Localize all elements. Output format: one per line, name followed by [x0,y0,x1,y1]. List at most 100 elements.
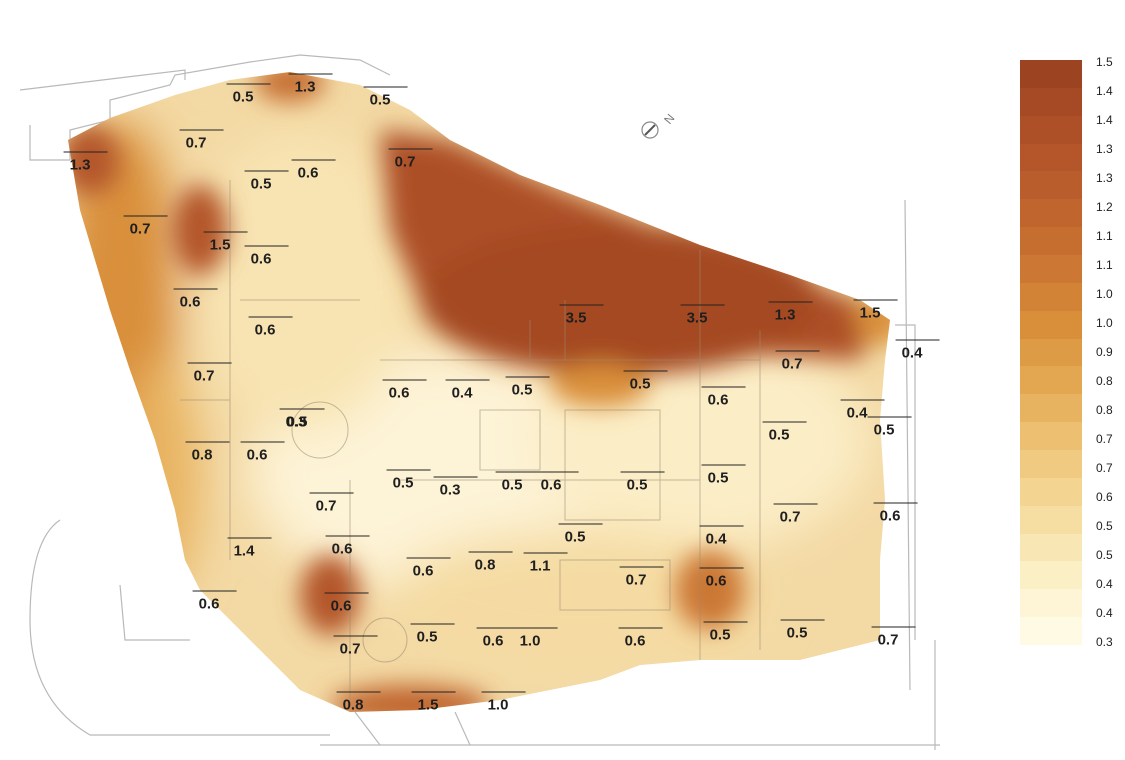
legend-tick-label: 1.1 [1096,229,1113,243]
legend-swatch [1020,171,1082,200]
legend-tick-label: 1.4 [1096,84,1113,98]
measurement-value: 0.6 [873,502,918,525]
measurement-value: 0.6 [240,441,285,464]
measurement-value: 0.5 [558,523,603,546]
legend-swatch [1020,394,1082,423]
measurement-value: 0.8 [336,691,381,714]
measurement-value: 0.6 [534,471,579,494]
measurement-value: 0.3 [279,408,324,431]
legend-tick-label: 1.0 [1096,316,1113,330]
measurement-value: 0.7 [773,503,818,526]
color-legend [1020,60,1082,646]
compass-icon [641,121,659,139]
legend-swatch [1020,422,1082,451]
plan-outline [19,54,940,750]
measurement-value: 1.3 [288,73,333,96]
measurement-value: 0.4 [895,339,940,362]
measurement-value: 0.5 [386,469,431,492]
legend-tick-label: 1.2 [1096,200,1113,214]
legend-tick-label: 1.5 [1096,55,1113,69]
measurement-value: 0.7 [123,215,168,238]
measurement-value: 0.6 [406,557,451,580]
legend-swatch [1020,143,1082,172]
measurement-value: 1.0 [513,627,558,650]
measurement-value: 0.5 [410,623,455,646]
measurement-value: 0.6 [618,627,663,650]
legend-swatch [1020,255,1082,284]
measurement-value: 1.3 [63,151,108,174]
measurement-value: 0.6 [699,567,744,590]
legend-swatch [1020,338,1082,367]
measurement-value: 1.4 [227,537,272,560]
legend-tick-label: 0.5 [1096,548,1113,562]
measurement-value: 1.5 [853,299,898,322]
measurement-value: 0.4 [445,379,490,402]
legend-swatch [1020,505,1082,535]
measurement-value: 0.8 [468,551,513,574]
measurement-value: 0.7 [619,566,664,589]
legend-tick-label: 1.4 [1096,113,1113,127]
measurement-value: 0.5 [244,170,289,193]
measurement-value: 0.5 [780,619,825,642]
legend-tick-label: 1.3 [1096,171,1113,185]
legend-tick-label: 0.4 [1096,606,1113,620]
legend-swatch [1020,617,1082,646]
measurement-value: 0.8 [185,441,230,464]
measurement-value: 0.6 [324,592,369,615]
measurement-value: 1.5 [203,231,248,254]
legend-tick-label: 0.9 [1096,345,1113,359]
legend-tick-label: 0.3 [1096,635,1113,649]
legend-tick-label: 1.3 [1096,142,1113,156]
legend-tick-label: 0.8 [1096,403,1113,417]
measurement-value: 0.6 [476,627,521,650]
legend-swatch [1020,366,1082,395]
measurement-value: 0.5 [703,621,748,644]
measurement-value: 0.6 [244,245,289,268]
measurement-value: 1.3 [768,301,813,324]
legend-swatch [1020,450,1082,479]
measurement-value: 0.7 [187,362,232,385]
measurement-value: 0.7 [388,148,433,171]
measurement-value: 3.5 [559,304,604,327]
legend-swatch [1020,87,1082,117]
measurement-value: 0.6 [192,590,237,613]
measurement-value: 0.5 [867,416,912,439]
legend-tick-label: 0.8 [1096,374,1113,388]
measurement-value: 0.6 [382,379,427,402]
measurement-value: 0.4 [840,399,885,422]
legend-swatch [1020,199,1082,228]
legend-tick-label: 0.4 [1096,577,1113,591]
legend-tick-label: 0.7 [1096,432,1113,446]
measurement-value: 0.5 [701,464,746,487]
legend-swatch [1020,60,1082,89]
legend-swatch [1020,227,1082,256]
measurement-value: 1.5 [411,691,456,714]
measurement-value: 0.5 [620,471,665,494]
measurement-value: 0.7 [333,635,378,658]
legend-swatch [1020,310,1082,340]
measurement-value: 1.0 [481,691,526,714]
measurement-value: 1.1 [523,552,568,575]
measurement-value: 0.4 [699,525,744,548]
measurement-value: 3.5 [680,304,725,327]
legend-swatch [1020,533,1082,562]
measurement-value: 0.3 [433,476,478,499]
measurement-value: 0.6 [291,159,336,182]
north-arrow: N [635,110,695,155]
legend-swatch [1020,561,1082,590]
measurement-value: 0.5 [363,86,408,109]
measurement-value: 0.5 [495,471,540,494]
measurement-value: 0.6 [701,386,746,409]
measurement-value: 0.7 [871,626,916,649]
legend-tick-label: 1.1 [1096,258,1113,272]
legend-swatch [1020,282,1082,312]
measurement-value: 0.6 [325,535,370,558]
legend-tick-label: 0.5 [1096,519,1113,533]
legend-swatch [1020,477,1082,507]
measurement-value: 0.5 [623,370,668,393]
legend-swatch [1020,589,1082,618]
legend-tick-label: 1.0 [1096,287,1113,301]
